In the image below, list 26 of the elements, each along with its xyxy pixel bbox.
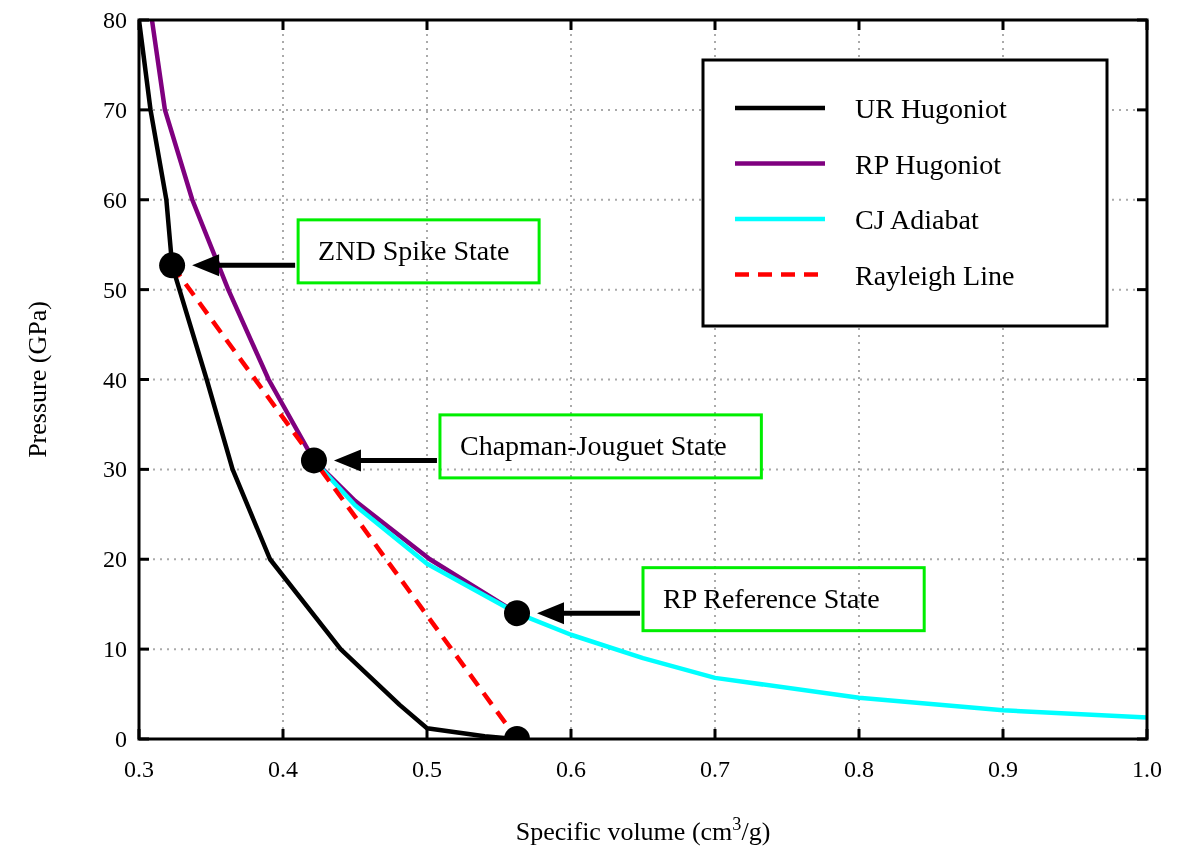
x-tick-label: 0.4 — [268, 756, 298, 782]
y-tick-label: 20 — [103, 546, 127, 573]
y-axis-title: Pressure (GPa) — [23, 301, 52, 458]
x-tick-label: 0.7 — [700, 756, 730, 782]
x-axis-title: Specific volume (cm$^{3}$/g) — [515, 814, 771, 846]
legend-label: RP Hugoniot — [855, 148, 1002, 180]
x-tick-label: 0.8 — [844, 756, 874, 782]
annotation: ZND Spike State — [318, 235, 510, 267]
y-tick-label: 30 — [103, 456, 127, 483]
annotation: Chapman-Jouguet State — [459, 430, 727, 462]
legend-label: CJ Adiabat — [855, 204, 979, 235]
x-tick-label: 0.6 — [556, 756, 586, 782]
legend-label: Rayleigh Line — [855, 259, 1015, 291]
y-tick-label: 80 — [103, 7, 127, 33]
y-tick-label: 0 — [115, 726, 127, 752]
y-tick-label: 60 — [103, 186, 127, 213]
x-tick-label: 0.3 — [124, 756, 154, 782]
y-tick-label: 10 — [103, 636, 127, 663]
legend-label: UR Hugoniot — [855, 93, 1007, 124]
annotation: RP Reference State — [663, 583, 880, 615]
y-tick-label: 70 — [103, 96, 127, 123]
x-tick-label: 0.5 — [412, 756, 442, 782]
x-tick-label: 1.0 — [1132, 756, 1162, 782]
y-tick-label: 40 — [103, 366, 127, 393]
x-tick-label: 0.9 — [988, 756, 1018, 782]
y-tick-label: 50 — [103, 276, 127, 303]
